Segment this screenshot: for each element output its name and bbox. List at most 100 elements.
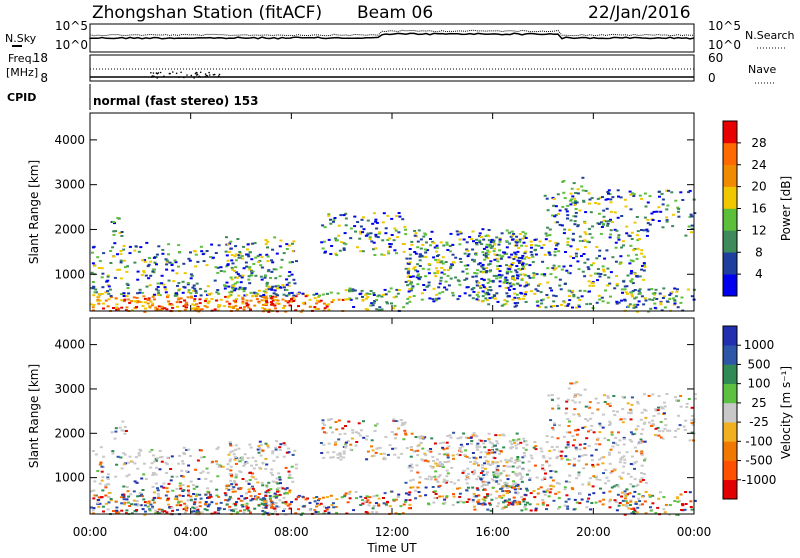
range-cell [372, 495, 376, 498]
range-cell [678, 499, 682, 502]
range-cell [543, 194, 547, 197]
range-cell [556, 507, 560, 510]
range-cell [394, 512, 398, 515]
range-cell [231, 508, 235, 511]
range-cell [509, 266, 513, 269]
range-cell [424, 256, 428, 259]
range-cell [290, 261, 294, 264]
range-cell [435, 267, 438, 270]
range-cell [601, 503, 605, 506]
range-cell [184, 303, 188, 306]
x-tick-label: 04:00 [173, 525, 208, 539]
range-cell [104, 484, 108, 487]
range-cell [508, 265, 512, 267]
range-cell [458, 492, 462, 495]
range-cell [662, 287, 666, 290]
range-cell [411, 486, 415, 489]
range-cell [575, 201, 579, 204]
range-cell [468, 294, 472, 297]
range-cell [617, 431, 620, 434]
range-cell [434, 258, 438, 261]
range-cell [270, 501, 274, 504]
range-cell [496, 260, 500, 263]
range-cell [643, 457, 647, 460]
range-cell [233, 490, 237, 493]
range-cell [181, 291, 185, 294]
range-cell [366, 296, 370, 299]
range-cell [337, 224, 341, 227]
range-cell [122, 452, 126, 455]
range-cell [566, 241, 570, 244]
range-cell [503, 278, 507, 281]
range-cell [664, 418, 667, 420]
range-cell [600, 296, 604, 299]
range-cell [522, 241, 526, 244]
range-cell [192, 290, 196, 292]
range-cell [649, 509, 653, 512]
range-cell [321, 224, 325, 227]
range-cell [354, 444, 358, 447]
range-cell [281, 284, 285, 287]
range-cell [623, 299, 627, 302]
range-cell [389, 243, 393, 246]
range-cell [643, 265, 647, 268]
beam-label: Beam 06 [357, 3, 433, 23]
range-cell [119, 252, 123, 255]
range-cell [346, 501, 350, 504]
range-cell [137, 503, 141, 506]
range-cell [107, 496, 111, 498]
range-cell [167, 482, 171, 485]
range-cell [489, 260, 493, 263]
range-cell [570, 198, 574, 201]
range-cell [638, 503, 642, 506]
range-cell [578, 401, 582, 404]
range-cell [371, 449, 375, 452]
range-cell [419, 247, 423, 250]
range-cell [392, 498, 396, 501]
range-cell [498, 280, 502, 283]
range-cell [372, 292, 376, 295]
range-cell [135, 301, 139, 304]
range-cell [511, 501, 515, 504]
range-cell [546, 226, 550, 229]
range-cell [430, 437, 434, 440]
range-cell [569, 192, 573, 195]
range-cell [375, 502, 378, 505]
range-cell [642, 269, 646, 272]
range-cell [445, 288, 449, 291]
range-cell [185, 306, 188, 309]
range-cell [440, 271, 444, 274]
range-cell [322, 424, 326, 427]
range-cell [662, 412, 666, 415]
range-cell [461, 471, 465, 474]
range-cell [628, 235, 632, 238]
range-cell [518, 298, 522, 301]
range-cell [265, 512, 269, 515]
range-cell [191, 506, 195, 509]
range-cell [446, 268, 450, 271]
range-cell [264, 491, 268, 494]
range-cell [583, 289, 587, 292]
range-cell [272, 268, 276, 271]
range-cell [173, 259, 177, 262]
range-cell [101, 476, 105, 479]
range-cell [583, 388, 587, 391]
range-cell [132, 490, 136, 493]
range-cell [141, 508, 145, 511]
range-cell [583, 261, 587, 264]
range-cell [645, 228, 649, 231]
range-cell [573, 204, 577, 206]
range-cell [243, 306, 247, 308]
range-cell [498, 237, 502, 240]
range-cell [433, 246, 437, 249]
range-cell [199, 497, 203, 500]
range-cell [486, 249, 490, 252]
range-cell [573, 396, 577, 398]
range-cell [541, 503, 545, 506]
range-cell [250, 487, 253, 490]
range-cell [239, 306, 242, 309]
range-cell [521, 468, 525, 471]
range-cell [423, 288, 427, 291]
range-cell [260, 481, 264, 484]
y-axis-label: Slant Range [km] [27, 160, 41, 264]
